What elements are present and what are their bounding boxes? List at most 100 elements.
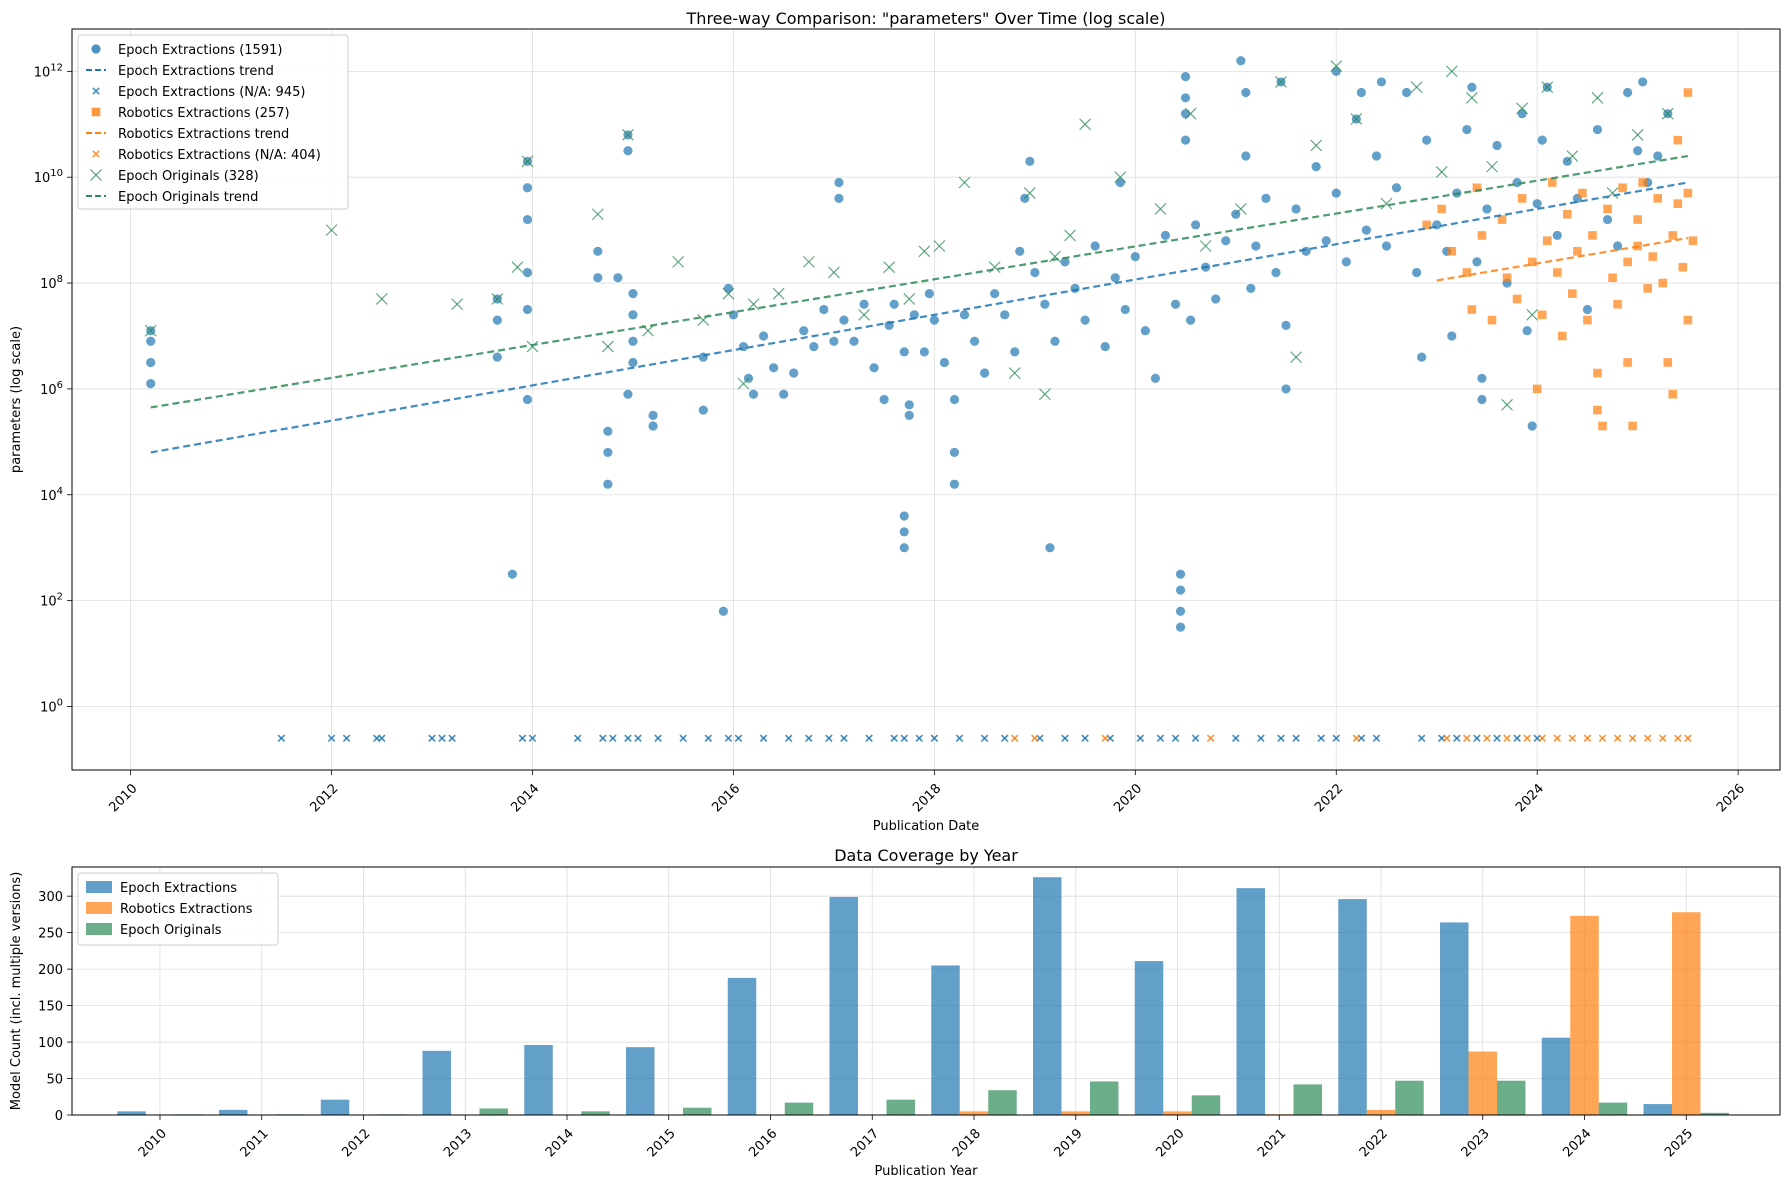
epoch-extraction-point: [1040, 299, 1050, 309]
epoch-original-point-stroke: [1064, 229, 1076, 242]
robotics-point: [1668, 231, 1678, 240]
epoch-original-point: [1023, 187, 1036, 200]
na-point-stroke: [980, 734, 989, 743]
legend-label: Epoch Extractions (1591): [118, 43, 282, 58]
epoch-extraction-point: [1623, 87, 1633, 98]
na-point: [1659, 734, 1667, 743]
epoch-original-point-stroke: [1114, 171, 1127, 184]
na-point: [1417, 734, 1426, 743]
na-point-stroke: [1503, 734, 1511, 743]
na-point-stroke: [1206, 734, 1215, 743]
na-point: [1463, 734, 1471, 743]
epoch-extraction-point: [939, 357, 950, 368]
epoch-extraction-point: [1371, 151, 1382, 161]
bar-x-tick-label: 2016: [746, 1126, 780, 1160]
robotics-point: [1683, 188, 1693, 198]
na-point: [1643, 734, 1652, 743]
epoch-extraction-point: [1291, 204, 1301, 214]
epoch-extraction-point: [990, 289, 1000, 299]
epoch-extraction-point: [1080, 315, 1090, 325]
x-tick-label: 2020: [1111, 781, 1145, 815]
na-point-stroke: [1483, 734, 1491, 743]
epoch-original-point: [1486, 160, 1498, 173]
bar-x-tick-label: 2020: [1153, 1126, 1187, 1160]
na-point-stroke: [1598, 734, 1607, 743]
bar-x-tick-label: 2010: [136, 1126, 170, 1160]
robotics-point: [1678, 262, 1688, 272]
epoch-extraction-point: [1281, 320, 1291, 330]
scatter-frame: [71, 28, 1781, 771]
na-point-stroke: [679, 734, 687, 743]
na-point-stroke: [599, 734, 607, 743]
epoch-extraction-point: [1376, 77, 1387, 87]
robotics-point: [1547, 178, 1557, 187]
robotics-point: [1527, 257, 1537, 267]
epoch-original-point-stroke: [747, 298, 760, 311]
epoch-extraction-point: [819, 304, 829, 315]
na-point-stroke: [1191, 734, 1200, 743]
na-point-stroke: [1417, 734, 1426, 743]
na-point-stroke: [1453, 734, 1461, 743]
bar-legend-swatch: [86, 923, 112, 935]
na-point-stroke: [915, 734, 924, 743]
bar: [1440, 922, 1469, 1115]
na-point: [654, 734, 662, 743]
epoch-original-point: [858, 308, 870, 321]
robotics-point: [1497, 215, 1507, 224]
epoch-extraction-point: [1301, 246, 1311, 256]
epoch-extraction-point: [1025, 156, 1035, 166]
epoch-extraction-point: [1015, 246, 1025, 256]
epoch-original-point-stroke: [1410, 81, 1423, 94]
epoch-original-point-stroke: [1631, 128, 1644, 141]
na-point-stroke: [1317, 734, 1325, 743]
x-tick-label: 2014: [508, 781, 542, 815]
epoch-original-point-stroke: [1445, 65, 1458, 78]
x-tick-label: 2010: [106, 781, 140, 815]
scatter-y-label: parameters (log scale): [9, 326, 24, 473]
epoch-extraction-point: [929, 315, 939, 325]
na-point: [734, 734, 743, 743]
na-point: [1628, 734, 1637, 743]
robotics-point: [1688, 236, 1698, 246]
epoch-extraction-point: [603, 447, 613, 458]
epoch-original-point-stroke: [883, 261, 896, 274]
na-point-stroke: [518, 734, 527, 743]
x-tick-label: 2018: [910, 781, 944, 815]
robotics-point: [1588, 231, 1597, 240]
epoch-extraction-point: [899, 543, 909, 553]
epoch-extraction-point: [1115, 177, 1125, 188]
epoch-extraction-point: [1110, 273, 1120, 283]
bar: [959, 1111, 989, 1115]
epoch-original-point: [1445, 65, 1458, 78]
robotics-point: [1638, 178, 1647, 187]
na-point: [1684, 734, 1692, 743]
epoch-original-point-stroke: [521, 155, 534, 168]
epoch-extraction-point: [1241, 87, 1251, 98]
epoch-original-point: [827, 266, 840, 279]
epoch-original-point: [1380, 197, 1393, 210]
epoch-extraction-point: [623, 146, 633, 156]
bar-legend-swatch: [86, 881, 112, 893]
epoch-original-point-stroke: [491, 293, 504, 305]
epoch-original-point: [802, 255, 815, 268]
na-point: [890, 734, 898, 743]
na-point-stroke: [327, 734, 336, 743]
epoch-original-point: [622, 128, 634, 141]
na-point: [915, 734, 924, 743]
epoch-extraction-point: [1638, 77, 1648, 87]
epoch-original-point-stroke: [375, 293, 388, 305]
bar: [1541, 1037, 1571, 1115]
legend-label: Robotics Extractions (N/A: 404): [118, 148, 321, 163]
na-point-stroke: [1538, 734, 1546, 743]
epoch-extraction-point: [1120, 304, 1130, 315]
epoch-original-point: [1234, 203, 1247, 215]
epoch-extraction-point: [718, 606, 728, 616]
bar: [422, 1050, 452, 1115]
scatter-legend: Epoch Extractions (1591) Epoch Extraction…: [77, 34, 349, 210]
epoch-extraction-point: [522, 304, 533, 315]
epoch-extraction-point: [1251, 241, 1261, 251]
na-point: [1568, 734, 1577, 743]
epoch-extraction-point: [603, 426, 613, 436]
epoch-original-point-stroke: [772, 287, 785, 300]
epoch-extraction-point: [1010, 347, 1020, 357]
